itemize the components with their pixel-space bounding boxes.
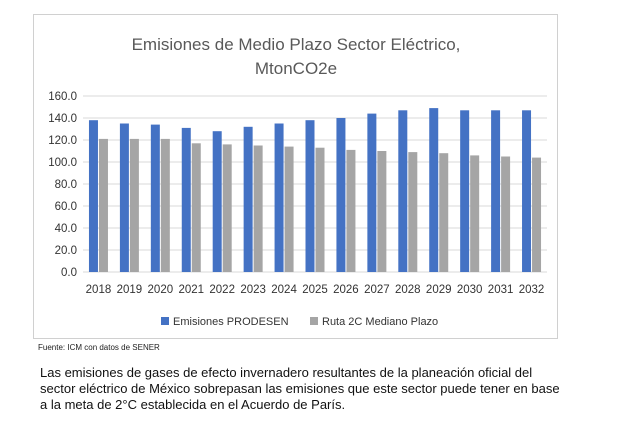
y-tick-label: 140.0 xyxy=(48,113,77,125)
caption-text: Las emisiones de gases de efecto inverna… xyxy=(40,365,560,412)
gridlines xyxy=(83,95,547,273)
bar-prodesen xyxy=(181,127,191,273)
bar-ruta2c xyxy=(377,151,387,272)
x-tick-label: 2022 xyxy=(209,284,235,296)
bars xyxy=(88,108,542,273)
bar-ruta2c xyxy=(98,138,108,272)
x-tick-label: 2024 xyxy=(271,284,297,296)
y-tick-label: 20.0 xyxy=(55,245,77,257)
legend-label-prodesen: Emisiones PRODESEN xyxy=(173,316,289,328)
bar-prodesen xyxy=(212,131,222,272)
bar-ruta2c xyxy=(346,149,356,272)
bar-ruta2c xyxy=(284,146,294,272)
bar-ruta2c xyxy=(408,152,418,272)
bar-prodesen xyxy=(150,124,160,272)
bar-ruta2c xyxy=(532,157,542,272)
x-tick-label: 2027 xyxy=(364,284,390,296)
bar-prodesen xyxy=(274,123,284,272)
chart-title-line-1: Emisiones de Medio Plazo Sector Eléctric… xyxy=(132,35,461,54)
y-axis-ticks: 0.0 20.0 40.0 60.0 80.0 100.0 120.0 140.0 160.0 xyxy=(48,91,77,279)
y-tick-label: 40.0 xyxy=(55,223,77,235)
legend-swatch-prodesen xyxy=(161,317,169,325)
x-tick-label: 2023 xyxy=(240,284,266,296)
y-tick-label: 80.0 xyxy=(55,179,77,191)
bar-ruta2c xyxy=(501,156,511,272)
y-tick-label: 160.0 xyxy=(48,91,77,103)
bar-ruta2c xyxy=(191,143,201,272)
x-tick-label: 2028 xyxy=(395,284,421,296)
bar-ruta2c xyxy=(439,153,449,272)
legend-swatch-ruta2c xyxy=(310,317,318,325)
bar-ruta2c xyxy=(129,138,139,272)
bar-prodesen xyxy=(305,120,315,272)
chart-title-line-2: MtonCO2e xyxy=(255,59,337,78)
y-tick-label: 120.0 xyxy=(48,135,77,147)
chart-frame: Emisiones de Medio Plazo Sector Eléctric… xyxy=(33,14,558,339)
bar-prodesen xyxy=(243,126,253,272)
bar-prodesen xyxy=(491,110,501,272)
bar-ruta2c xyxy=(315,147,325,272)
x-tick-label: 2032 xyxy=(519,284,545,296)
x-tick-label: 2030 xyxy=(457,284,483,296)
x-tick-label: 2018 xyxy=(86,284,112,296)
x-tick-label: 2019 xyxy=(117,284,143,296)
x-tick-label: 2031 xyxy=(488,284,514,296)
bar-chart: Emisiones de Medio Plazo Sector Eléctric… xyxy=(48,35,547,328)
y-tick-label: 60.0 xyxy=(55,201,77,213)
bar-prodesen xyxy=(336,118,346,272)
x-tick-label: 2021 xyxy=(178,284,204,296)
bar-prodesen xyxy=(398,110,408,272)
legend: Emisiones PRODESEN Ruta 2C Mediano Plazo xyxy=(161,316,438,328)
x-tick-label: 2020 xyxy=(148,284,174,296)
x-tick-label: 2026 xyxy=(333,284,359,296)
x-tick-label: 2029 xyxy=(426,284,452,296)
bar-prodesen xyxy=(522,110,532,272)
bar-prodesen xyxy=(429,108,439,272)
y-tick-label: 100.0 xyxy=(48,157,77,169)
bar-prodesen xyxy=(460,110,470,272)
x-axis-ticks: 2018 2019 2020 2021 2022 2023 2024 2025 2026 2027… xyxy=(86,284,545,296)
bar-ruta2c xyxy=(470,155,480,272)
bar-prodesen xyxy=(119,123,129,272)
y-tick-label: 0.0 xyxy=(61,267,77,279)
caption: Las emisiones de gases de efecto inverna… xyxy=(40,365,560,413)
x-tick-label: 2025 xyxy=(302,284,328,296)
source-note: Fuente: ICM con datos de SENER xyxy=(38,343,160,352)
bar-ruta2c xyxy=(253,145,263,272)
bar-ruta2c xyxy=(160,138,170,272)
bar-ruta2c xyxy=(222,144,232,272)
bar-prodesen xyxy=(367,113,377,272)
bar-prodesen xyxy=(88,120,98,272)
legend-label-ruta2c: Ruta 2C Mediano Plazo xyxy=(322,316,438,328)
